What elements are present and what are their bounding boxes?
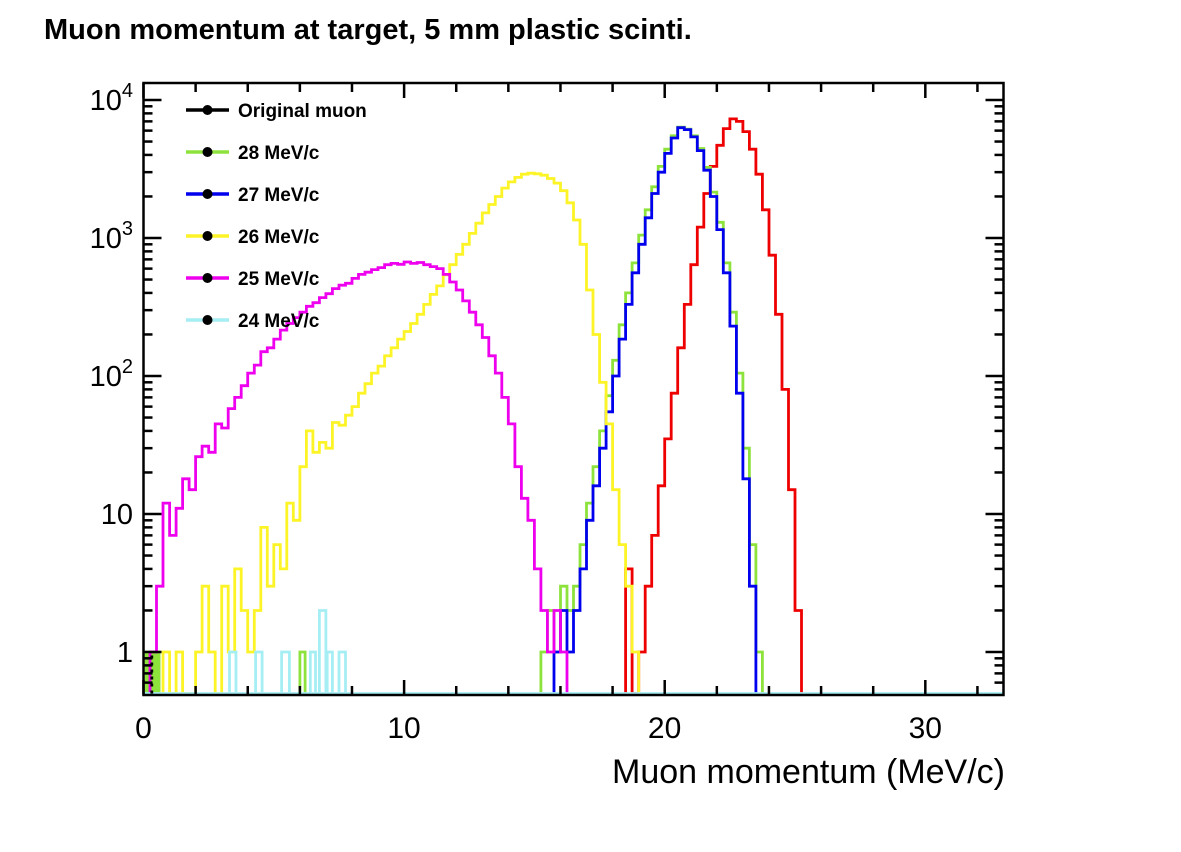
y-tick-10: 10 — [101, 499, 133, 531]
x-axis-tick-labels: 0 10 20 30 — [135, 712, 942, 745]
legend-entry-26mevc: 26 MeV/c — [186, 227, 320, 248]
histogram-25mevc — [148, 260, 569, 694]
axis-ticks — [142, 83, 1004, 695]
y-tick-1: 1 — [117, 637, 133, 669]
legend-marker-dot — [202, 189, 213, 199]
plot-frame — [142, 81, 1005, 697]
legend-label: 26 MeV/c — [238, 227, 320, 248]
y-axis-tick-labels: 1 10 102 103 104 — [90, 80, 133, 669]
legend-entry-28mevc: 28 MeV/c — [186, 143, 320, 164]
legend-entry-27mevc: 27 MeV/c — [186, 185, 320, 206]
legend-label: 27 MeV/c — [238, 185, 320, 206]
legend-marker-dot — [202, 315, 213, 325]
histogram-24mevc — [143, 609, 1004, 695]
legend-marker-dot — [202, 231, 213, 241]
x-tick-0: 0 — [135, 712, 152, 745]
x-tick-20: 20 — [648, 712, 681, 745]
legend-entry-25mevc: 25 MeV/c — [186, 269, 320, 290]
legend: Original muon 28 MeV/c 27 MeV/c 26 MeV/c… — [186, 101, 367, 332]
legend-marker-dot — [202, 147, 213, 157]
legend-label: 24 MeV/c — [238, 311, 320, 332]
legend-entry-24mevc: 24 MeV/c — [186, 311, 320, 332]
y-tick-10000: 104 — [90, 80, 133, 117]
legend-label: 28 MeV/c — [238, 143, 320, 164]
histogram-27mevc — [552, 126, 758, 694]
y-tick-1000: 103 — [90, 218, 133, 255]
legend-label: Original muon — [238, 101, 367, 122]
histogram-original-muon — [624, 117, 803, 695]
x-tick-30: 30 — [909, 712, 942, 745]
y-tick-100: 102 — [90, 356, 133, 393]
plot-title: Muon momentum at target, 5 mm plastic sc… — [44, 14, 692, 46]
legend-entry-original-muon: Original muon — [186, 101, 367, 122]
x-axis-title: Muon momentum (MeV/c) — [612, 753, 1005, 791]
legend-label: 25 MeV/c — [238, 269, 320, 290]
x-tick-10: 10 — [387, 712, 420, 745]
legend-marker-dot — [202, 105, 213, 115]
legend-marker-dot — [202, 273, 213, 283]
histogram-26mevc — [161, 171, 641, 695]
